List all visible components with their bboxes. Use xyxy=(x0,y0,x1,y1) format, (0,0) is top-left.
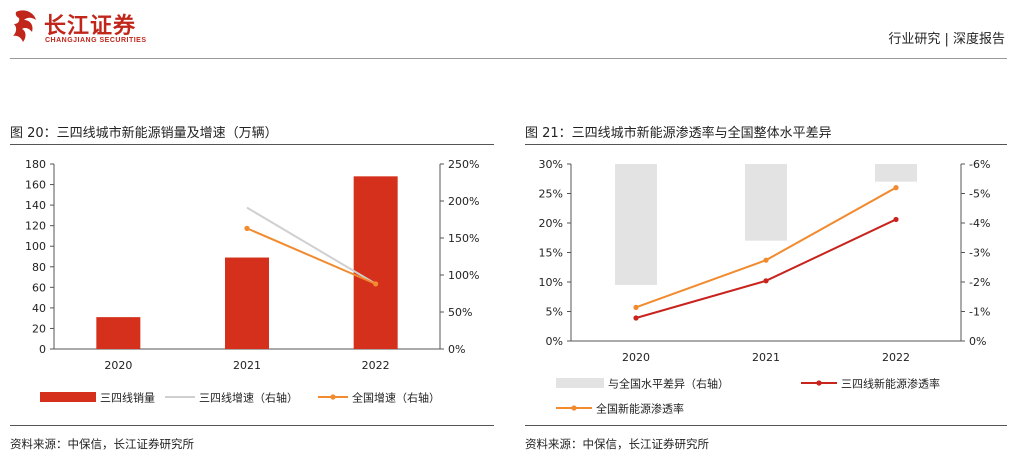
x-tick-label: 2022 xyxy=(882,351,910,364)
legend-label: 全国增速（右轴） xyxy=(352,391,440,405)
point-全国新能源渗透率-1 xyxy=(763,257,769,263)
y-left-tick-label: 120 xyxy=(25,220,46,233)
bar-与全国水平差异（右轴）-2020 xyxy=(615,164,657,285)
report-type: 行业研究 | 深度报告 xyxy=(888,32,1005,47)
header-divider xyxy=(10,58,1007,59)
y-left-tick-label: 40 xyxy=(32,302,46,315)
y-right-tick-label: 50% xyxy=(448,306,472,319)
bar-三四线销量-2020 xyxy=(96,317,141,349)
legend-marker xyxy=(571,405,577,411)
point-全国新能源渗透率-2 xyxy=(893,185,899,191)
y-right-tick-label: 0% xyxy=(448,343,465,356)
line-全国增速（右轴） xyxy=(246,227,377,285)
chart-bottom-rule-fig21 xyxy=(525,425,1007,426)
legend-item-1: 三四线新能源渗透率 xyxy=(801,377,940,391)
chart-fig20: 0 20 40 60 80 100 120 140 160 180 0% 50% 100% 150% 200… xyxy=(25,158,479,405)
legend-item-1: 三四线增速（右轴） xyxy=(165,391,298,405)
chart-top-rule-fig21 xyxy=(525,144,1007,145)
y-right-tick-label: -1% xyxy=(969,306,990,319)
legend-marker xyxy=(330,394,336,400)
y-right-tick-label: 100% xyxy=(448,269,479,282)
y-left-tick-label: 5% xyxy=(546,306,563,319)
y-right-tick-label: -3% xyxy=(969,247,990,260)
y-right-tick-label: -4% xyxy=(969,217,990,230)
legend-item-2: 全国增速（右轴） xyxy=(318,391,440,405)
y-right-tick-label: -2% xyxy=(969,276,990,289)
y-left-tick-label: 100 xyxy=(25,240,46,253)
source-note-fig20: 资料来源：中保信，长江证券研究所 xyxy=(10,437,194,451)
y-right-tick-label: 200% xyxy=(448,195,479,208)
y-right-tick-label: 150% xyxy=(448,232,479,245)
legend-item-2: 全国新能源渗透率 xyxy=(556,402,684,416)
y-right-tick-label: 0% xyxy=(969,335,986,348)
x-tick-label: 2021 xyxy=(752,351,780,364)
y-left-tick-label: 180 xyxy=(25,158,46,171)
page-header: 长江证券 CHANGJIANG SECURITIES 行业研究 | 深度报告 xyxy=(0,0,1021,60)
y-left-tick-label: 15% xyxy=(539,247,563,260)
company-logo: 长江证券 CHANGJIANG SECURITIES xyxy=(10,8,170,48)
y-left-tick-label: 0% xyxy=(546,335,563,348)
legend-swatch xyxy=(40,392,96,402)
legend-label: 三四线新能源渗透率 xyxy=(841,377,940,391)
y-left-tick-label: 80 xyxy=(32,261,46,274)
y-left-tick-label: 30% xyxy=(539,158,563,171)
chart-title-fig20: 图 20：三四线城市新能源销量及增速（万辆） xyxy=(10,126,278,141)
y-left-tick-label: 20 xyxy=(32,322,46,335)
point-全国增速（右轴）-1 xyxy=(373,281,379,287)
phoenix-logo-icon xyxy=(13,10,36,42)
y-left-tick-label: 160 xyxy=(25,179,46,192)
y-right-tick-label: 250% xyxy=(448,158,479,171)
bar-与全国水平差异（右轴）-2022 xyxy=(875,164,917,182)
x-tick-label: 2021 xyxy=(233,359,261,372)
chart-bottom-rule-fig20 xyxy=(10,425,494,426)
logo-subtitle: CHANGJIANG SECURITIES xyxy=(45,37,147,44)
y-left-tick-label: 60 xyxy=(32,281,46,294)
y-left-tick-label: 0 xyxy=(39,343,46,356)
point-三四线新能源渗透率-1 xyxy=(763,278,769,284)
legend-label: 与全国水平差异（右轴） xyxy=(608,377,729,391)
logo-name: 长江证券 xyxy=(44,14,137,39)
legend-marker xyxy=(816,380,822,386)
line-三四线增速（右轴） xyxy=(246,206,377,285)
x-tick-label: 2022 xyxy=(362,359,390,372)
legend-item-0: 三四线销量 xyxy=(40,391,155,405)
y-left-tick-label: 10% xyxy=(539,276,563,289)
legend-swatch xyxy=(556,378,604,388)
point-全国新能源渗透率-0 xyxy=(633,304,639,310)
point-三四线新能源渗透率-0 xyxy=(633,315,639,321)
legend-label: 三四线销量 xyxy=(100,391,155,405)
y-right-tick-label: -6% xyxy=(969,158,990,171)
y-right-tick-label: -5% xyxy=(969,188,990,201)
legend-item-0: 与全国水平差异（右轴） xyxy=(556,377,729,391)
bar-三四线销量-2022 xyxy=(353,176,398,349)
chart-top-rule-fig20 xyxy=(10,144,494,145)
x-tick-label: 2020 xyxy=(104,359,132,372)
source-note-fig21: 资料来源：中保信，长江证券研究所 xyxy=(525,437,709,451)
y-left-tick-label: 25% xyxy=(539,188,563,201)
legend-label: 全国新能源渗透率 xyxy=(596,402,684,416)
point-全国增速（右轴）-0 xyxy=(244,225,250,231)
chart-fig21: 0% 5% 10% 15% 20% 25% 30% 0% -1% -2% -3% -4% -5% -6% 2… xyxy=(539,158,991,416)
bar-与全国水平差异（右轴）-2021 xyxy=(745,164,787,241)
y-left-tick-label: 140 xyxy=(25,199,46,212)
point-三四线新能源渗透率-2 xyxy=(893,216,899,223)
legend-label: 三四线增速（右轴） xyxy=(199,391,298,405)
chart-title-fig21: 图 21：三四线城市新能源渗透率与全国整体水平差异 xyxy=(525,126,832,141)
x-tick-label: 2020 xyxy=(622,351,650,364)
bar-三四线销量-2021 xyxy=(225,257,269,349)
y-left-tick-label: 20% xyxy=(539,217,563,230)
